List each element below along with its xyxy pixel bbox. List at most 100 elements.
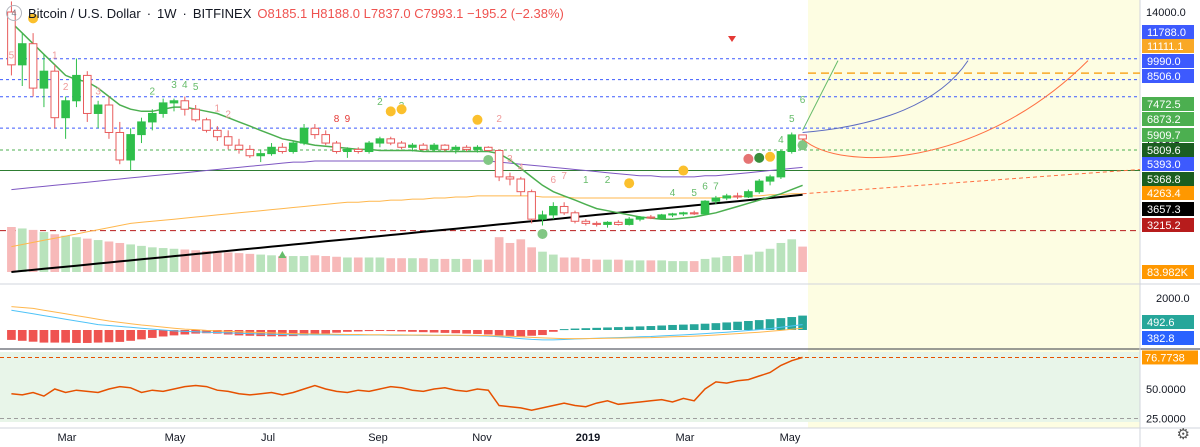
candle-body — [61, 100, 70, 119]
volume-bar — [462, 258, 471, 272]
price-tag-label: 7472.5 — [1147, 99, 1181, 111]
volume-bar — [364, 257, 374, 272]
volume-bar — [765, 248, 775, 272]
volume-bar — [776, 242, 786, 272]
macd-histogram-bar — [581, 328, 591, 330]
candle-body — [592, 222, 601, 225]
volume-bar — [321, 256, 331, 272]
candle-body — [570, 212, 580, 222]
price-tag — [1142, 69, 1194, 83]
volume-bar — [310, 255, 320, 272]
macd-histogram-bar — [147, 330, 157, 338]
candle-body — [321, 134, 331, 144]
candle-body — [299, 127, 309, 144]
sequence-count-label: 5 — [9, 51, 15, 62]
volume-bar — [7, 227, 16, 272]
collapse-icon[interactable]: 4 — [6, 5, 22, 21]
macd-histogram-bar — [722, 322, 732, 330]
volume-bar — [50, 234, 60, 272]
macd-histogram-bar — [408, 330, 417, 332]
volume-bar — [375, 257, 385, 272]
price-tick-label: 14000.0 — [1146, 7, 1186, 19]
macd-histogram-bar — [7, 330, 16, 340]
price-tag — [1142, 39, 1194, 53]
sequence-count-label: 7 — [561, 171, 567, 182]
candle-body — [603, 221, 612, 225]
sequence-count-label: 3 — [507, 154, 513, 165]
volume-bar — [581, 258, 591, 272]
volume-bar — [559, 257, 569, 272]
candle-body — [505, 176, 515, 180]
volume-bar — [516, 239, 526, 272]
candle-body — [624, 218, 634, 225]
volume-bar — [408, 258, 417, 272]
candle-body — [494, 149, 504, 178]
signal-dot — [743, 153, 754, 164]
price-tag — [1142, 25, 1194, 39]
time-axis-label: Jul — [261, 432, 275, 444]
time-axis-label: Nov — [472, 432, 492, 444]
candle-body — [689, 212, 699, 215]
volume-bar — [17, 228, 27, 272]
candle-body — [202, 119, 211, 131]
candle-body — [191, 108, 200, 121]
symbol-name[interactable]: Bitcoin / U.S. Dollar — [28, 5, 141, 21]
macd-histogram-bar — [158, 330, 168, 337]
price-tag — [1142, 97, 1194, 111]
gear-icon[interactable]: ⚙ — [1176, 426, 1190, 443]
macd-histogram-bar — [614, 327, 623, 330]
price-tag-label: 6873.2 — [1147, 114, 1181, 126]
price-tag — [1142, 128, 1194, 142]
macd-histogram-bar — [223, 330, 233, 335]
macd-histogram-bar — [733, 321, 742, 330]
time-axis-label: May — [165, 432, 186, 444]
sequence-count-label: 3 — [95, 86, 101, 97]
macd-histogram-bar — [711, 323, 721, 330]
macd-histogram-bar — [440, 330, 450, 333]
price-tag — [1142, 186, 1194, 200]
signal-dot — [483, 154, 494, 165]
sequence-count-label: 2 — [496, 114, 502, 125]
candle-body — [473, 146, 482, 150]
volume-bar — [635, 260, 645, 272]
macd-histogram-bar — [635, 326, 645, 330]
volume-bar — [679, 261, 688, 272]
volume-bar — [689, 261, 699, 272]
candle-body — [93, 104, 103, 114]
macd-histogram-bar — [93, 330, 103, 343]
volume-bar — [158, 248, 168, 272]
macd-histogram-bar — [353, 330, 363, 332]
sequence-count-label: 1 — [583, 175, 589, 186]
candle-body — [733, 195, 742, 198]
volume-bar — [700, 258, 710, 272]
candle-body — [657, 214, 666, 219]
macd-histogram-bar — [332, 330, 341, 333]
macd-histogram-bar — [516, 330, 526, 337]
sequence-count-label: 1 — [215, 103, 221, 114]
candle-body — [798, 134, 807, 140]
price-tag-label: 11111.1 — [1147, 41, 1184, 53]
macd-histogram-bar — [180, 330, 190, 335]
volume-bar — [191, 250, 200, 272]
macd-histogram-bar — [624, 326, 634, 330]
macd-histogram-bar — [559, 329, 569, 331]
macd-histogram-bar — [169, 330, 179, 336]
volume-bar — [82, 238, 92, 272]
sequence-count-label: 4 — [182, 80, 188, 91]
candle-body — [668, 213, 677, 216]
macd-histogram-bar — [451, 330, 461, 334]
sequence-count-label: 2 — [605, 175, 611, 186]
macd-histogram-bar — [137, 330, 146, 340]
macd-tag-label: 382.8 — [1147, 333, 1175, 345]
rsi-line — [11, 356, 803, 411]
price-tag — [1142, 218, 1194, 232]
volume-bar — [93, 240, 103, 272]
volume-bar — [169, 248, 179, 272]
sequence-count-label: 6 — [800, 95, 806, 106]
macd-histogram-bar — [234, 330, 244, 336]
macd-histogram-bar — [548, 330, 558, 332]
volume-bar — [213, 251, 222, 272]
volume-bar — [440, 258, 450, 272]
interval-label[interactable]: 1W — [157, 5, 177, 21]
